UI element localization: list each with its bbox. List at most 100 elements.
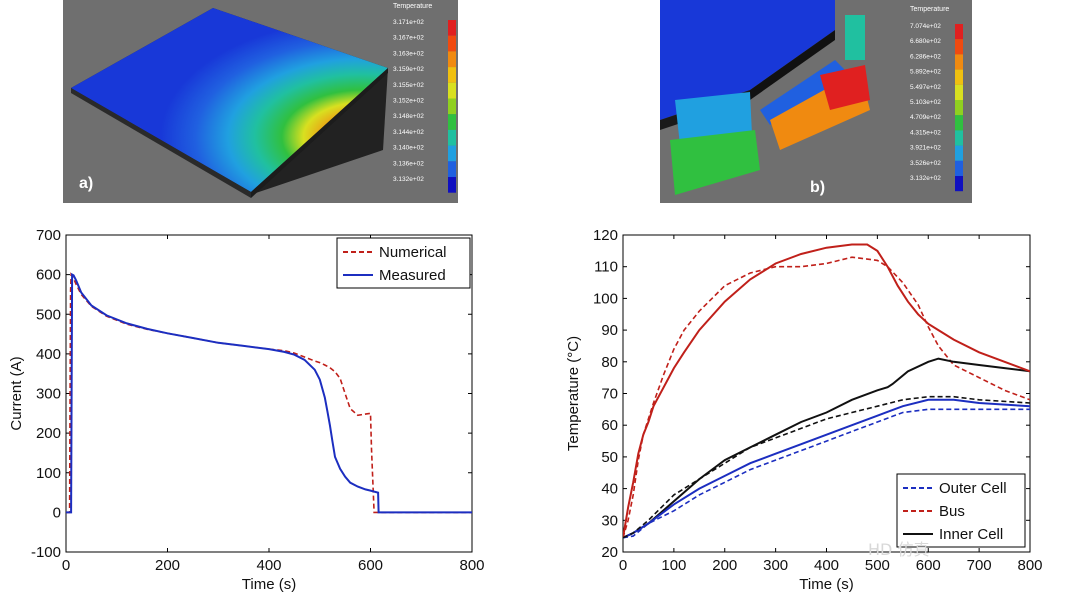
colorbar-tick-label: 3.163e+02 bbox=[393, 50, 424, 57]
colorbar-swatch bbox=[448, 114, 456, 130]
colorbar-tick-label: 3.526e+02 bbox=[910, 160, 941, 167]
y-tick-label: 0 bbox=[53, 504, 61, 521]
legend-label: Bus bbox=[939, 503, 965, 520]
colorbar-legend-a: Temperature 3.171e+02 3.167e+02 3.163e+02 3… bbox=[393, 3, 456, 193]
series-line bbox=[66, 271, 472, 514]
series-line bbox=[623, 398, 1030, 539]
y-tick-label: 110 bbox=[594, 259, 618, 276]
busbar-shapes bbox=[660, 0, 870, 195]
colorbar-tick-label: 5.892e+02 bbox=[910, 69, 941, 76]
colorbar-swatch bbox=[955, 145, 963, 161]
colorbar-tick-label: 5.497e+02 bbox=[910, 84, 941, 91]
colorbar-swatch bbox=[448, 35, 456, 52]
contour-image-b: b) Temperature 7.074e+02 6.680e+02 6.286e+… bbox=[660, 0, 972, 203]
y-axis-label: Temperature (°C) bbox=[565, 336, 582, 451]
colorbar-swatch bbox=[955, 84, 963, 100]
x-tick-label: 500 bbox=[865, 557, 890, 574]
x-tick-label: 0 bbox=[619, 557, 627, 574]
x-tick-label: 400 bbox=[256, 557, 281, 574]
series-line bbox=[623, 256, 1030, 538]
y-tick-label: 200 bbox=[36, 425, 61, 442]
colorbar-swatch bbox=[955, 100, 963, 116]
colorbar-tick-label: 3.136e+02 bbox=[393, 160, 424, 167]
y-tick-label: -100 bbox=[31, 544, 61, 561]
colorbar-swatch bbox=[448, 51, 456, 68]
colorbar-swatch bbox=[448, 145, 456, 162]
series-line bbox=[623, 408, 1030, 539]
colorbar-tick-label: 4.709e+02 bbox=[910, 114, 941, 121]
y-axis-label: Current (A) bbox=[8, 356, 25, 430]
chart-svg: 0 200 400 600 800-1000100200300400500600700T… bbox=[8, 227, 485, 593]
y-tick-label: 60 bbox=[601, 417, 618, 434]
y-tick-label: 40 bbox=[601, 481, 618, 498]
colorbar-swatch bbox=[448, 20, 456, 36]
y-tick-label: 600 bbox=[36, 267, 61, 284]
x-tick-label: 700 bbox=[967, 557, 992, 574]
colorbar-tick-label: 3.148e+02 bbox=[393, 113, 424, 120]
colorbar-tick-label: 6.286e+02 bbox=[910, 53, 941, 60]
y-tick-label: 70 bbox=[601, 386, 618, 403]
y-tick-label: 90 bbox=[601, 322, 618, 339]
legend: Outer Cell Bus Inner Cell bbox=[896, 473, 1026, 548]
x-tick-label: 200 bbox=[155, 557, 180, 574]
colorbar-swatch bbox=[955, 39, 963, 55]
colorbar-swatch bbox=[448, 67, 456, 83]
colorbar-swatch bbox=[448, 161, 456, 177]
y-tick-label: 400 bbox=[36, 346, 61, 363]
legend-label: Inner Cell bbox=[939, 526, 1003, 543]
series-line bbox=[623, 243, 1030, 538]
colorbar-tick-label: 3.152e+02 bbox=[393, 98, 424, 105]
series-line bbox=[623, 395, 1030, 539]
legend-label: Outer Cell bbox=[939, 480, 1007, 497]
y-tick-label: 700 bbox=[36, 227, 61, 244]
contour-image-a: a) Temperature 3.171e+02 3.167e+02 3.163e+… bbox=[63, 0, 458, 203]
legend-label: Measured bbox=[379, 267, 446, 284]
y-tick-label: 20 bbox=[601, 544, 618, 561]
y-tick-label: 50 bbox=[601, 449, 618, 466]
colorbar-tick-label: 3.132e+02 bbox=[393, 176, 424, 183]
x-tick-label: 100 bbox=[661, 557, 686, 574]
x-tick-label: 800 bbox=[459, 557, 484, 574]
y-tick-label: 100 bbox=[36, 465, 61, 482]
y-tick-label: 100 bbox=[593, 290, 618, 307]
y-tick-label: 500 bbox=[36, 306, 61, 323]
x-tick-label: 300 bbox=[763, 557, 788, 574]
temperature-chart: 0 100 200 300 400 500 600 700 800 20 30 40 50 60 70 80 9… bbox=[540, 216, 1080, 599]
colorbar-tick-label: 3.155e+02 bbox=[393, 82, 424, 89]
legend: Numerical Measured bbox=[336, 237, 471, 289]
x-tick-label: 0 bbox=[62, 557, 70, 574]
x-tick-label: 800 bbox=[1017, 557, 1042, 574]
legend-title: Temperature bbox=[910, 6, 949, 13]
panel-b-label: b) bbox=[810, 179, 825, 196]
x-tick-label: 200 bbox=[712, 557, 737, 574]
colorbar-tick-label: 7.074e+02 bbox=[910, 23, 941, 30]
colorbar-tick-label: 3.144e+02 bbox=[393, 129, 424, 136]
colorbar-swatch bbox=[955, 54, 963, 70]
colorbar-tick-label: 3.921e+02 bbox=[910, 145, 941, 152]
colorbar-tick-label: 3.171e+02 bbox=[393, 19, 424, 26]
x-tick-label: 400 bbox=[814, 557, 839, 574]
chart-svg: 0 100 200 300 400 500 600 700 800 20 30 40 50 60 70 80 9… bbox=[565, 227, 1043, 593]
x-axis-label: Time (s) bbox=[242, 576, 296, 593]
colorbar-swatch bbox=[448, 129, 456, 146]
current-chart: 0 200 400 600 800 -100 0 100 200 300 400 500 600 700 T… bbox=[0, 216, 500, 599]
y-tick-label: 30 bbox=[601, 512, 618, 529]
watermark: HD 仿真 bbox=[868, 540, 930, 559]
colorbar-tick-label: 5.103e+02 bbox=[910, 99, 941, 106]
legend-title: Temperature bbox=[393, 3, 432, 10]
x-tick-label: 600 bbox=[358, 557, 383, 574]
colorbar-legend-b: Temperature 7.074e+02 6.680e+02 6.286e+02 5… bbox=[910, 6, 963, 192]
y-tick-label: 300 bbox=[36, 386, 61, 403]
legend-box bbox=[336, 237, 471, 289]
colorbar-tick-label: 3.132e+02 bbox=[910, 175, 941, 182]
colorbar-swatch bbox=[955, 176, 963, 192]
y-tick-label: 80 bbox=[601, 354, 618, 371]
x-axis-label: Time (s) bbox=[799, 576, 853, 593]
colorbar-swatch bbox=[955, 69, 963, 85]
plate-shape bbox=[71, 8, 388, 198]
colorbar-swatch bbox=[955, 24, 963, 40]
colorbar-swatch bbox=[448, 98, 456, 115]
colorbar-swatch bbox=[955, 115, 963, 131]
colorbar-tick-label: 4.315e+02 bbox=[910, 129, 941, 136]
y-tick-label: 120 bbox=[593, 227, 618, 244]
